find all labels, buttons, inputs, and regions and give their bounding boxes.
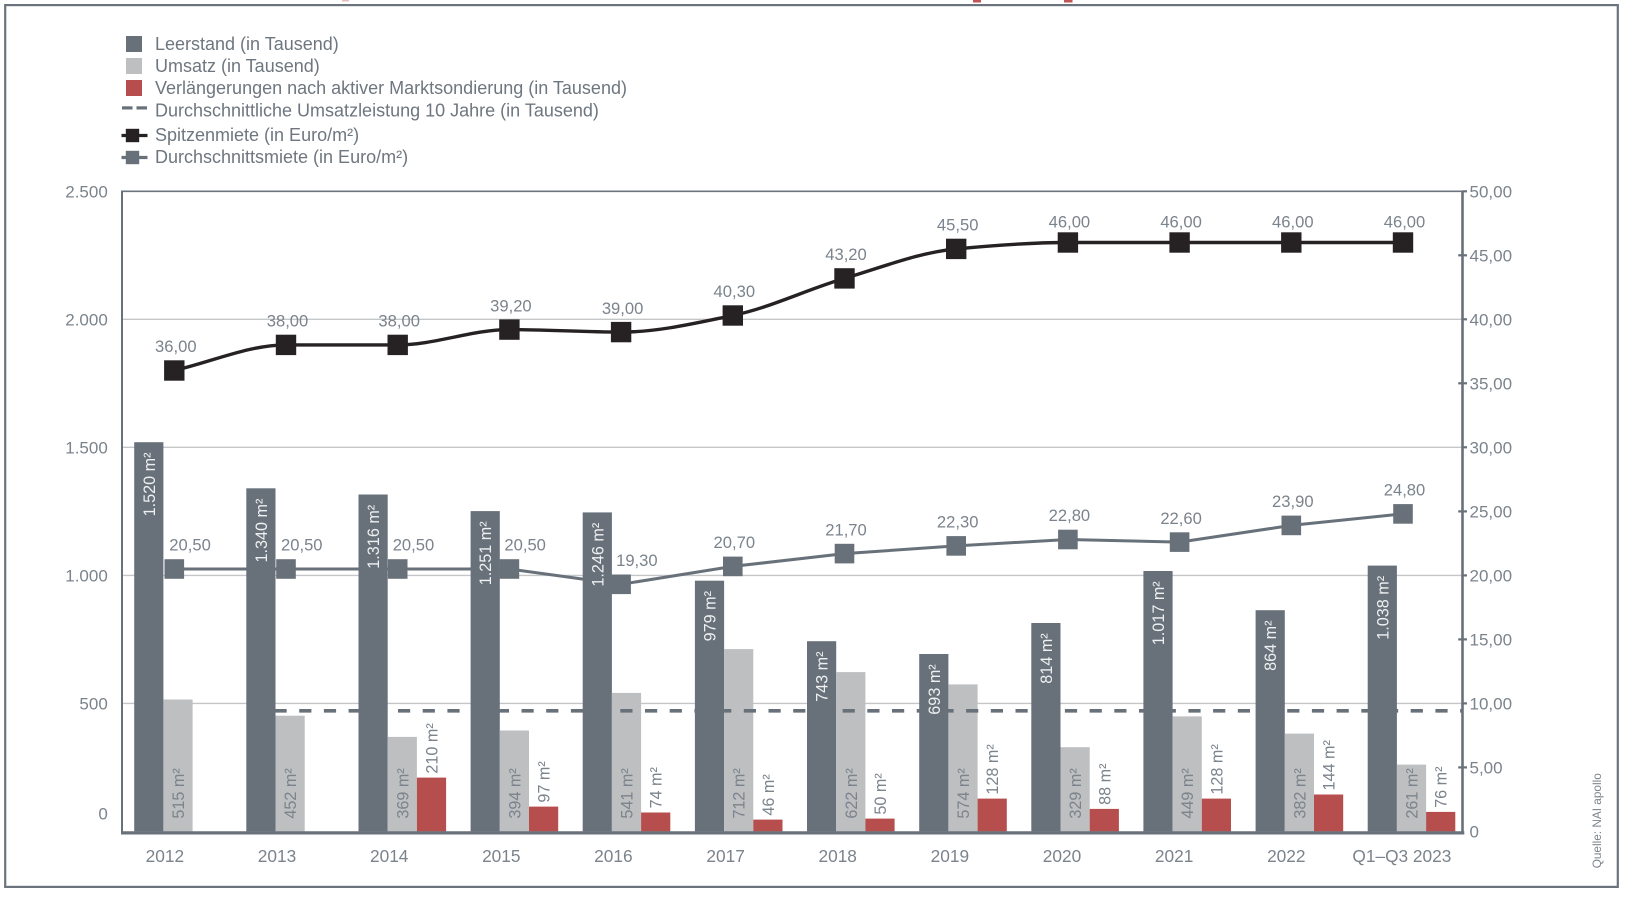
svg-text:2.000: 2.000: [65, 310, 108, 329]
svg-text:574 m²: 574 m²: [955, 768, 973, 819]
svg-text:394 m²: 394 m²: [506, 768, 524, 819]
svg-text:Quelle: NAI apollo: Quelle: NAI apollo: [1590, 773, 1604, 869]
svg-text:76 m²: 76 m²: [1433, 766, 1451, 808]
svg-text:979 m²: 979 m²: [702, 590, 720, 641]
svg-text:2014: 2014: [370, 846, 409, 866]
svg-text:20,50: 20,50: [393, 536, 435, 555]
svg-text:128 m²: 128 m²: [984, 744, 1002, 795]
svg-text:Leerstand (in Tausend): Leerstand (in Tausend): [155, 34, 339, 54]
svg-text:23,90: 23,90: [1272, 492, 1314, 511]
svg-text:50 m²: 50 m²: [872, 773, 890, 815]
svg-text:0: 0: [98, 805, 107, 824]
svg-text:1.316 m²: 1.316 m²: [365, 504, 383, 568]
svg-text:1.251 m²: 1.251 m²: [477, 521, 495, 585]
svg-text:2019: 2019: [931, 846, 969, 866]
svg-text:22,30: 22,30: [937, 513, 979, 532]
svg-text:24,80: 24,80: [1384, 481, 1426, 500]
svg-text:30,00: 30,00: [1470, 438, 1513, 457]
svg-text:500: 500: [79, 694, 107, 713]
svg-text:2021: 2021: [1155, 846, 1193, 866]
svg-text:15,00: 15,00: [1470, 630, 1513, 649]
svg-text:2013: 2013: [258, 846, 296, 866]
svg-text:541 m²: 541 m²: [619, 768, 637, 819]
svg-text:21,70: 21,70: [825, 520, 867, 539]
svg-text:40,00: 40,00: [1470, 310, 1513, 329]
svg-text:210 m²: 210 m²: [424, 723, 442, 774]
svg-text:128 m²: 128 m²: [1208, 744, 1226, 795]
svg-text:712 m²: 712 m²: [731, 768, 749, 819]
svg-text:50,00: 50,00: [1470, 182, 1513, 201]
svg-text:1.017 m²: 1.017 m²: [1150, 581, 1168, 645]
svg-text:Q1–Q3 2023: Q1–Q3 2023: [1352, 846, 1451, 866]
svg-text:10,00: 10,00: [1470, 694, 1513, 713]
svg-text:Spitzenmiete (in Euro/m²): Spitzenmiete (in Euro/m²): [155, 125, 359, 145]
svg-text:2.500: 2.500: [65, 182, 108, 201]
svg-text:39,00: 39,00: [602, 299, 644, 318]
svg-text:452 m²: 452 m²: [282, 768, 300, 819]
svg-text:Durchschnittliche Umsatzleistu: Durchschnittliche Umsatzleistung 10 Jahr…: [155, 101, 599, 121]
svg-text:382 m²: 382 m²: [1291, 768, 1309, 819]
svg-text:22,80: 22,80: [1049, 506, 1091, 525]
svg-text:38,00: 38,00: [267, 312, 309, 331]
svg-text:814 m²: 814 m²: [1038, 633, 1056, 684]
svg-text:0: 0: [1470, 822, 1479, 841]
svg-text:46 m²: 46 m²: [760, 774, 778, 816]
svg-text:2022: 2022: [1267, 846, 1305, 866]
svg-text:261 m²: 261 m²: [1404, 768, 1422, 819]
svg-text:20,00: 20,00: [1470, 566, 1513, 585]
svg-text:515 m²: 515 m²: [170, 768, 188, 819]
svg-text:2017: 2017: [706, 846, 744, 866]
svg-text:693 m²: 693 m²: [926, 664, 944, 715]
svg-text:743 m²: 743 m²: [814, 651, 832, 702]
svg-text:38,00: 38,00: [378, 312, 420, 331]
svg-text:45,00: 45,00: [1470, 246, 1513, 265]
svg-text:22,60: 22,60: [1160, 509, 1202, 528]
svg-text:36,00: 36,00: [155, 337, 197, 356]
svg-text:40,30: 40,30: [714, 282, 756, 301]
svg-text:46,00: 46,00: [1272, 212, 1314, 231]
svg-text:2015: 2015: [482, 846, 520, 866]
svg-text:864 m²: 864 m²: [1262, 620, 1280, 671]
svg-text:39,20: 39,20: [490, 296, 532, 315]
svg-text:46,00: 46,00: [1160, 212, 1202, 231]
svg-text:5,00: 5,00: [1470, 758, 1503, 777]
svg-text:20,50: 20,50: [281, 536, 323, 555]
svg-text:329 m²: 329 m²: [1067, 768, 1085, 819]
svg-text:20,50: 20,50: [169, 536, 211, 555]
svg-text:97 m²: 97 m²: [536, 761, 554, 803]
svg-text:35,00: 35,00: [1470, 374, 1513, 393]
svg-text:2020: 2020: [1043, 846, 1081, 866]
svg-text:369 m²: 369 m²: [394, 768, 412, 819]
svg-text:1.500: 1.500: [65, 438, 108, 457]
svg-text:45,50: 45,50: [937, 216, 979, 235]
svg-text:1.340 m²: 1.340 m²: [253, 498, 271, 562]
svg-text:46,00: 46,00: [1384, 212, 1426, 231]
svg-text:Umsatz (in Tausend): Umsatz (in Tausend): [155, 56, 320, 76]
svg-text:1.000: 1.000: [65, 566, 108, 585]
svg-text:25,00: 25,00: [1470, 502, 1513, 521]
svg-text:20,70: 20,70: [714, 533, 756, 552]
svg-text:Verlängerungen nach aktiver Ma: Verlängerungen nach aktiver Marktsondier…: [155, 78, 627, 98]
svg-text:46,00: 46,00: [1049, 212, 1091, 231]
svg-text:622 m²: 622 m²: [843, 768, 861, 819]
svg-text:43,20: 43,20: [825, 245, 867, 264]
svg-text:Durchschnittsmiete (in Euro/m²: Durchschnittsmiete (in Euro/m²): [155, 147, 408, 167]
svg-text:2018: 2018: [818, 846, 856, 866]
svg-text:74 m²: 74 m²: [648, 767, 666, 809]
svg-text:2012: 2012: [146, 846, 184, 866]
svg-text:1.038 m²: 1.038 m²: [1374, 575, 1392, 639]
svg-text:19,30: 19,30: [616, 551, 658, 570]
svg-text:449 m²: 449 m²: [1179, 768, 1197, 819]
svg-text:1.246 m²: 1.246 m²: [589, 522, 607, 586]
svg-text:20,50: 20,50: [504, 536, 546, 555]
svg-text:88 m²: 88 m²: [1096, 763, 1114, 805]
svg-text:1.520 m²: 1.520 m²: [141, 452, 159, 516]
svg-text:144 m²: 144 m²: [1321, 740, 1339, 791]
svg-text:2016: 2016: [594, 846, 632, 866]
